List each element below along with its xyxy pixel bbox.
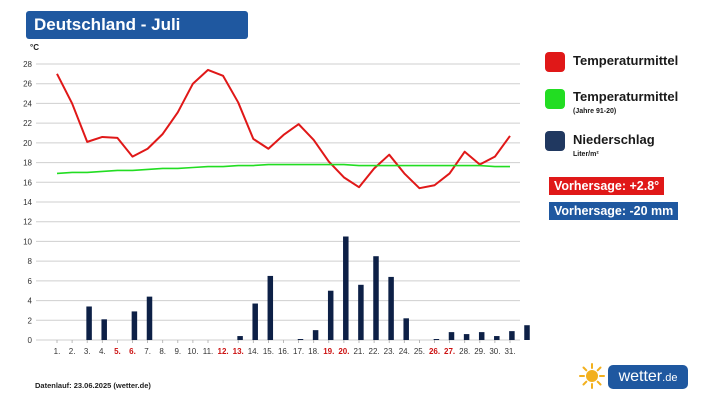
- precipitation-bar: [86, 306, 92, 340]
- precipitation-bar: [252, 303, 258, 340]
- x-tick-label: 17.: [293, 347, 304, 356]
- x-tick-label: 18.: [308, 347, 319, 356]
- x-tick-label: 22.: [369, 347, 380, 356]
- legend-precipitation-label: Niederschlag: [573, 132, 655, 147]
- y-unit-label: °C: [30, 43, 39, 52]
- x-tick-label: 26.: [429, 347, 440, 356]
- legend-climate-label: Temperaturmittel: [573, 89, 679, 104]
- precipitation-bar: [494, 336, 500, 340]
- x-tick-label: 15.: [263, 347, 274, 356]
- y-tick-label: 20: [23, 139, 32, 148]
- legend-temperature-label: Temperaturmittel: [573, 53, 679, 68]
- x-tick-label: 1.: [54, 347, 61, 356]
- legend-temperature-swatch: [545, 52, 565, 72]
- precipitation-bar: [131, 311, 138, 340]
- precipitation-bar: [312, 330, 319, 340]
- precipitation-bar: [373, 256, 379, 340]
- x-tick-label: 2.: [69, 347, 76, 356]
- legend-precipitation-swatch: [545, 131, 565, 151]
- precipitation-bar: [101, 319, 107, 340]
- y-tick-label: 8: [28, 257, 33, 266]
- climate-temperature-line: [56, 163, 510, 175]
- precipitation-bar: [237, 336, 243, 340]
- y-tick-label: 28: [23, 60, 32, 69]
- legend-climate-sub: (Jahre 91-20): [573, 108, 617, 115]
- x-tick-label: 12.: [218, 347, 229, 356]
- precipitation-bar: [448, 332, 455, 340]
- y-tick-label: 24: [23, 99, 32, 108]
- x-tick-label: 7.: [144, 347, 151, 356]
- data-run-footer: Datenlauf: 23.06.2025 (wetter.de): [35, 381, 151, 390]
- x-tick-label: 23.: [384, 347, 395, 356]
- precipitation-bar: [463, 334, 470, 340]
- y-tick-label: 14: [23, 198, 32, 207]
- precipitation-bar: [524, 325, 530, 340]
- precipitation-bar: [146, 296, 153, 340]
- y-tick-label: 22: [23, 119, 32, 128]
- x-tick-label: 19.: [323, 347, 334, 356]
- x-tick-label: 30.: [489, 347, 500, 356]
- y-tick-label: 10: [23, 237, 32, 246]
- chart-title: Deutschland - Juli: [26, 11, 248, 39]
- x-tick-label: 11.: [203, 347, 214, 356]
- x-tick-label: 16.: [278, 347, 289, 356]
- x-tick-label: 9.: [174, 347, 181, 356]
- legend-climate-swatch: [545, 89, 565, 109]
- forecast-temperature-badge: Vorhersage: +2.8°: [549, 177, 665, 195]
- x-tick-label: 6.: [129, 347, 136, 356]
- x-tick-label: 20.: [338, 347, 349, 356]
- x-tick-label: 3.: [84, 347, 91, 356]
- x-tick-label: 8.: [159, 347, 166, 356]
- x-tick-label: 28.: [459, 347, 470, 356]
- x-tick-label: 29.: [474, 347, 485, 356]
- legend-precipitation-sub: Liter/m²: [573, 151, 599, 158]
- precipitation-bar: [403, 318, 409, 340]
- x-tick-label: 31.: [504, 347, 515, 356]
- precipitation-bar: [327, 290, 334, 340]
- x-tick-label: 21.: [353, 347, 364, 356]
- y-tick-label: 12: [23, 218, 32, 227]
- x-tick-label: 25.: [414, 347, 425, 356]
- y-tick-label: 6: [28, 277, 33, 286]
- precipitation-bar: [509, 331, 515, 340]
- precipitation-bar: [358, 284, 364, 340]
- y-tick-label: 2: [28, 316, 33, 325]
- precipitation-bar: [433, 339, 440, 340]
- y-tick-label: 26: [23, 80, 32, 89]
- x-tick-label: 5.: [114, 347, 121, 356]
- temperature-line: [56, 68, 511, 190]
- precipitation-bar: [297, 339, 304, 340]
- y-tick-label: 18: [23, 159, 32, 168]
- logo-suffix: .de: [662, 372, 678, 384]
- y-tick-label: 16: [23, 178, 32, 187]
- wetter-logo[interactable]: wetter.de: [608, 365, 688, 389]
- x-tick-label: 13.: [233, 347, 244, 356]
- precipitation-bar: [388, 276, 394, 340]
- x-tick-label: 10.: [187, 347, 198, 356]
- x-tick-label: 27.: [444, 347, 455, 356]
- precipitation-bar: [343, 236, 349, 340]
- y-tick-label: 4: [28, 297, 33, 306]
- x-tick-label: 24.: [399, 347, 410, 356]
- precipitation-bar: [478, 332, 485, 340]
- precipitation-bar: [267, 275, 274, 340]
- logo-text: wetter: [618, 368, 663, 385]
- forecast-precipitation-badge: Vorhersage: -20 mm: [549, 202, 679, 220]
- sun-icon: [579, 363, 605, 389]
- x-tick-label: 14.: [248, 347, 259, 356]
- x-tick-label: 4.: [99, 347, 106, 356]
- y-tick-label: 0: [28, 336, 33, 345]
